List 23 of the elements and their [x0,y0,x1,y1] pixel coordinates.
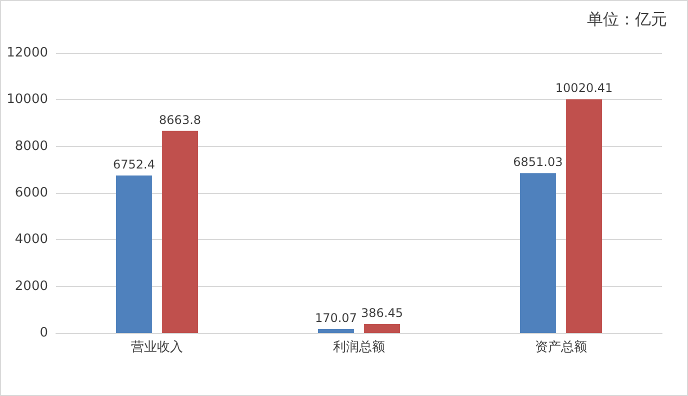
bar [520,173,556,333]
y-tick-label: 8000 [14,138,48,154]
bar [364,324,400,333]
bar [162,130,198,333]
data-label: 6851.03 [513,155,563,170]
bar [566,99,602,333]
x-tick-label: 利润总额 [333,340,385,355]
y-tick-label: 4000 [14,232,48,248]
data-label: 10020.41 [555,81,613,96]
x-tick-label: 资产总额 [535,340,587,355]
y-tick-label: 6000 [14,186,48,200]
data-label: 386.45 [361,306,404,320]
data-label: 170.07 [314,311,357,326]
y-tick-label: 0 [40,326,48,340]
data-label: 6752.4 [112,157,155,172]
x-tick-label: 营业收入 [131,340,183,355]
text: 单位：亿元 [587,10,667,28]
y-tick-label: 12000 [6,46,48,60]
data-label: 8663.8 [159,112,202,127]
y-tick-label: 2000 [14,278,48,294]
bar [318,329,354,333]
bar [116,175,152,333]
y-tick-label: 10000 [6,92,48,108]
